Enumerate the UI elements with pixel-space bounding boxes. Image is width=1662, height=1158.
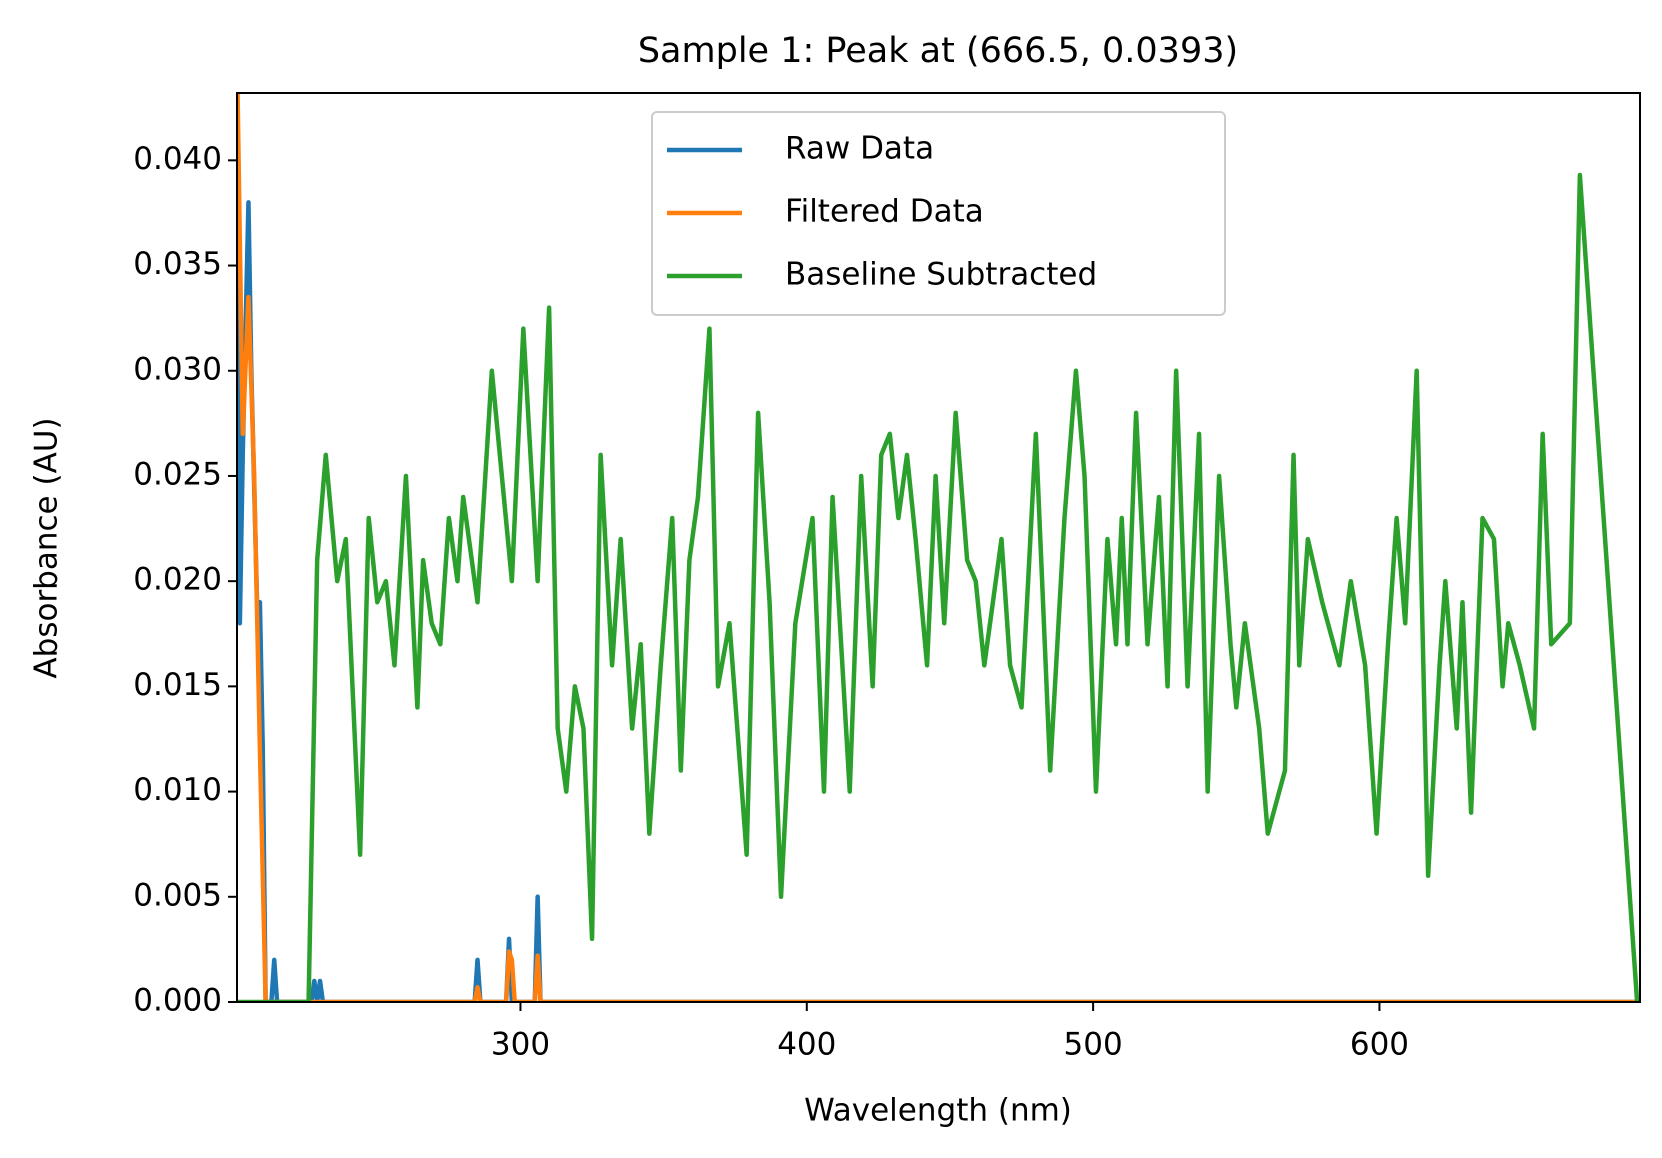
y-tick-label: 0.025 <box>133 456 222 492</box>
y-tick-label: 0.000 <box>133 983 222 1019</box>
x-tick-label: 600 <box>1350 1027 1409 1063</box>
y-axis-label: Absorbance (AU) <box>29 417 65 678</box>
y-tick-label: 0.005 <box>133 877 222 913</box>
legend-label: Baseline Subtracted <box>785 257 1097 293</box>
y-tick-label: 0.015 <box>133 667 222 703</box>
legend-label: Filtered Data <box>785 194 984 230</box>
data-line <box>237 93 1638 1002</box>
plot-area <box>237 93 1640 1002</box>
x-tick-label: 500 <box>1064 1027 1123 1063</box>
legend-label: Raw Data <box>785 131 934 167</box>
y-tick-label: 0.040 <box>133 141 222 177</box>
axes-frame <box>236 92 1641 1003</box>
data-line <box>237 172 1640 1002</box>
x-tick-label: 300 <box>491 1027 550 1063</box>
y-tick-label: 0.020 <box>133 562 222 598</box>
x-tick-label: 400 <box>777 1027 836 1063</box>
x-axis-label: Wavelength (nm) <box>804 1093 1072 1129</box>
y-tick-label: 0.010 <box>133 772 222 808</box>
chart-title: Sample 1: Peak at (666.5, 0.0393) <box>638 31 1238 71</box>
y-tick-label: 0.035 <box>133 246 222 282</box>
y-tick-label: 0.030 <box>133 351 222 387</box>
legend-box <box>651 111 1226 316</box>
